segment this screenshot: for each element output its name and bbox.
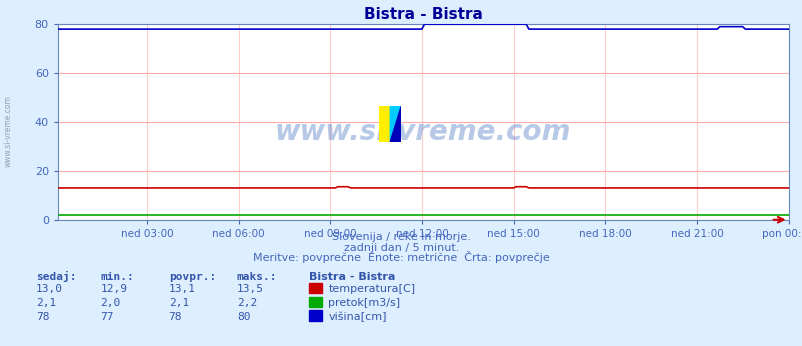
Polygon shape [390,106,401,142]
Text: 12,9: 12,9 [100,284,128,294]
Text: Bistra - Bistra: Bistra - Bistra [309,272,395,282]
Title: Bistra - Bistra: Bistra - Bistra [363,7,482,22]
Text: www.si-vreme.com: www.si-vreme.com [274,118,571,146]
Text: 78: 78 [168,312,182,322]
Text: temperatura[C]: temperatura[C] [328,284,415,294]
Text: 2,0: 2,0 [100,298,120,308]
Text: www.si-vreme.com: www.si-vreme.com [3,95,13,167]
Text: višina[cm]: višina[cm] [328,312,387,322]
Text: Slovenija / reke in morje.: Slovenija / reke in morje. [332,233,470,243]
Text: 13,0: 13,0 [36,284,63,294]
Text: 78: 78 [36,312,50,322]
Text: 2,1: 2,1 [36,298,56,308]
Text: 2,1: 2,1 [168,298,188,308]
Polygon shape [379,106,390,142]
Text: maks.:: maks.: [237,272,277,282]
Text: sedaj:: sedaj: [36,271,76,282]
Text: 13,1: 13,1 [168,284,196,294]
Text: 77: 77 [100,312,114,322]
Text: 2,2: 2,2 [237,298,257,308]
Polygon shape [390,106,401,142]
Text: Meritve: povprečne  Enote: metrične  Črta: povprečje: Meritve: povprečne Enote: metrične Črta:… [253,251,549,263]
Text: povpr.:: povpr.: [168,272,216,282]
Text: 13,5: 13,5 [237,284,264,294]
Text: pretok[m3/s]: pretok[m3/s] [328,298,400,308]
Text: min.:: min.: [100,272,134,282]
Text: zadnji dan / 5 minut.: zadnji dan / 5 minut. [343,243,459,253]
Text: 80: 80 [237,312,250,322]
